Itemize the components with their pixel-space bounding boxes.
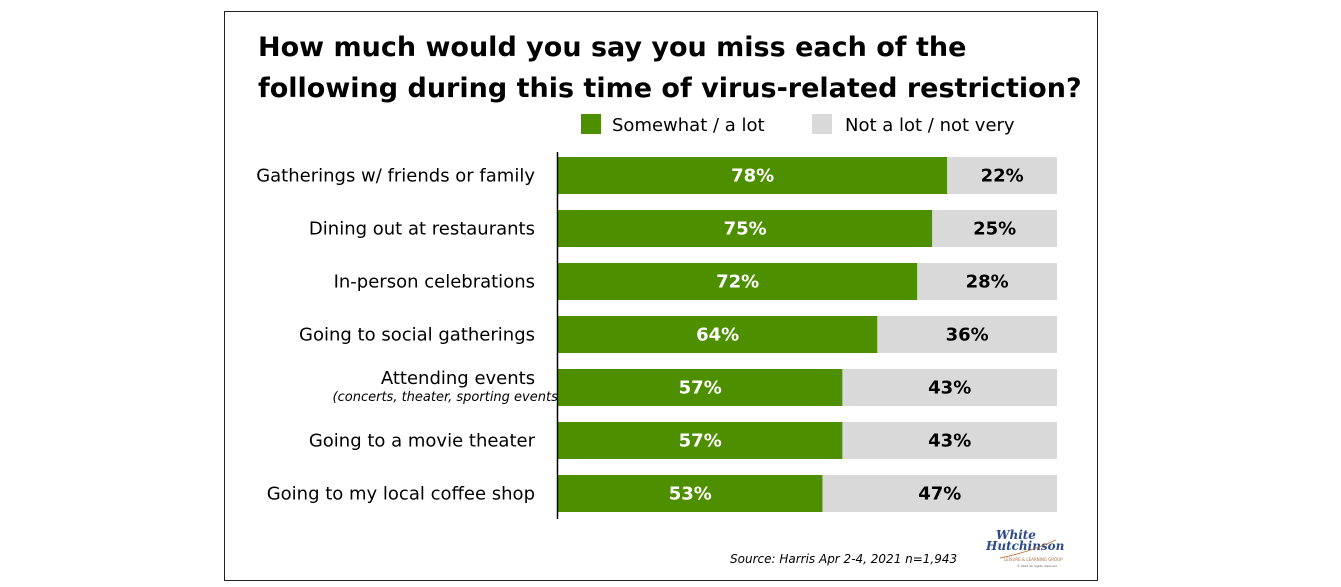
bar-not-a-lot (947, 157, 1057, 194)
logo-text-line-1: White (996, 528, 1036, 542)
legend-swatch-not-a-lot (812, 114, 832, 134)
white-hutchinson-logo: White Hutchinson LEISURE & LEARNING GROU… (985, 528, 1064, 568)
legend-label-not-a-lot: Not a lot / not very (845, 115, 1015, 136)
value-label-somewhat: 57% (679, 378, 722, 399)
bar-somewhat (558, 157, 948, 194)
bar-not-a-lot (932, 210, 1057, 247)
value-label-not-a-lot: 25% (973, 219, 1016, 240)
bar-not-a-lot (842, 422, 1057, 459)
value-label-somewhat: 57% (679, 431, 722, 452)
value-label-somewhat: 75% (724, 219, 767, 240)
bar-somewhat (558, 422, 843, 459)
value-label-not-a-lot: 28% (966, 272, 1009, 293)
chart-title: How much would you say you miss each of … (258, 32, 1082, 104)
category-note: (concerts, theater, sporting events etc.… (333, 390, 592, 405)
chart-title-line-1: How much would you say you miss each of … (258, 32, 966, 63)
logo-tagline: LEISURE & LEARNING GROUP (1004, 557, 1063, 562)
bars (558, 157, 1057, 512)
source-note: Source: Harris Apr 2-4, 2021 n=1,943 (730, 552, 957, 566)
bar-not-a-lot (917, 263, 1057, 300)
bar-not-a-lot (842, 369, 1057, 406)
logo-text-line-2: Hutchinson (985, 539, 1064, 553)
bar-somewhat (558, 316, 878, 353)
bar-somewhat (558, 210, 933, 247)
legend-label-somewhat: Somewhat / a lot (612, 115, 765, 136)
bar-not-a-lot (822, 475, 1057, 512)
category-label: Gatherings w/ friends or family (256, 166, 535, 187)
value-label-somewhat: 64% (696, 325, 739, 346)
category-label: Going to a movie theater (309, 431, 536, 452)
value-label-somewhat: 78% (731, 166, 774, 187)
category-label: In-person celebrations (334, 272, 535, 293)
category-label: Going to social gatherings (299, 325, 535, 346)
logo-copyright: © 2021 all rights reserved (1017, 564, 1057, 568)
legend: Somewhat / a lot Not a lot / not very (581, 114, 1015, 136)
value-labels: 78% 22% 75% 25% 72% 28% 64% 36% 57% 43% 57% 43% 53% 4… (669, 166, 1024, 505)
bar-somewhat (558, 263, 918, 300)
value-label-not-a-lot: 36% (946, 325, 989, 346)
category-label: Dining out at restaurants (309, 219, 535, 240)
logo-swoosh (999, 539, 1057, 559)
category-labels: Gatherings w/ friends or family Dining ou… (256, 166, 591, 505)
category-label: Going to my local coffee shop (267, 484, 535, 505)
value-label-not-a-lot: 43% (928, 431, 971, 452)
bar-not-a-lot (877, 316, 1057, 353)
value-label-not-a-lot: 22% (981, 166, 1024, 187)
chart-title-line-2: following during this time of virus-rela… (258, 73, 1082, 104)
value-label-not-a-lot: 47% (918, 484, 961, 505)
bar-somewhat (558, 475, 823, 512)
legend-swatch-somewhat (581, 114, 601, 134)
value-label-somewhat: 53% (669, 484, 712, 505)
chart-frame (224, 11, 1098, 581)
value-label-somewhat: 72% (716, 272, 759, 293)
value-label-not-a-lot: 43% (928, 378, 971, 399)
bar-somewhat (558, 369, 843, 406)
category-label: Attending events (381, 368, 535, 389)
